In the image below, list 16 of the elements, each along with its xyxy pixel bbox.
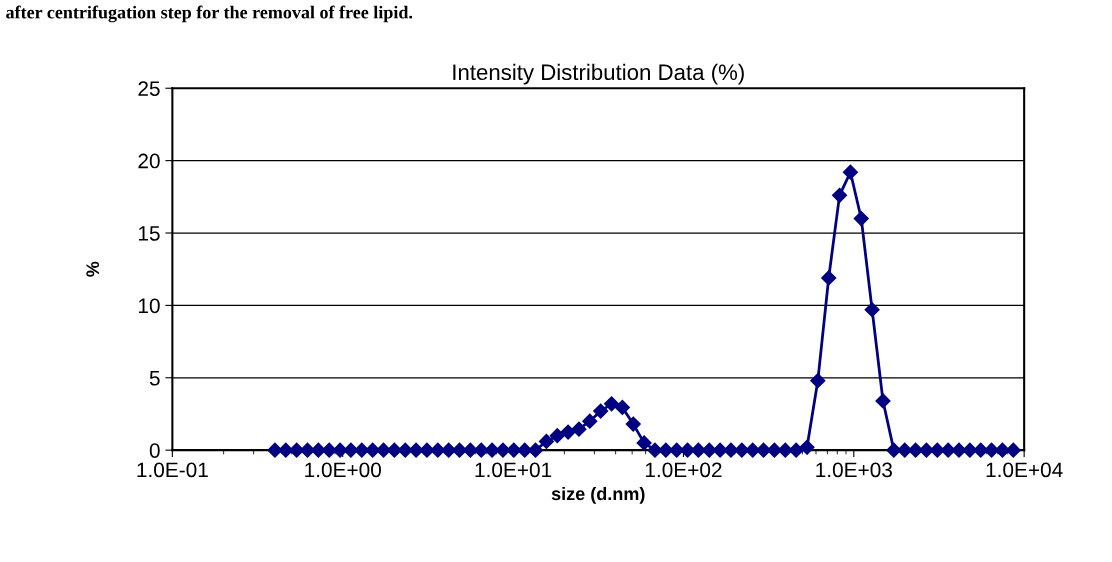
y-tick-label: 15 [138,226,160,241]
y-tick-label: 20 [138,153,160,169]
x-tick-label: 1.0E+02 [645,462,722,478]
chart-title: Intensity Distribution Data (%) [453,63,744,85]
x-tick-label: 1.0E+00 [305,462,381,478]
text: after centrifugation step for the removal of free lipid. [6,5,413,23]
x-tick-label: 1.0E+01 [475,462,552,478]
x-tick-label: 1.0E+03 [816,462,892,478]
y-tick-label: 25 [138,81,160,96]
y-axis-title: % [86,261,100,277]
x-axis-title: size (d.nm) [551,486,645,504]
y-tick-label: 0 [149,443,160,458]
y-tick-label: 10 [138,298,160,314]
y-tick-label: 5 [149,370,160,386]
x-tick-label: 1.0E-01 [137,462,208,478]
x-tick-label: 1.0E+04 [986,462,1063,478]
